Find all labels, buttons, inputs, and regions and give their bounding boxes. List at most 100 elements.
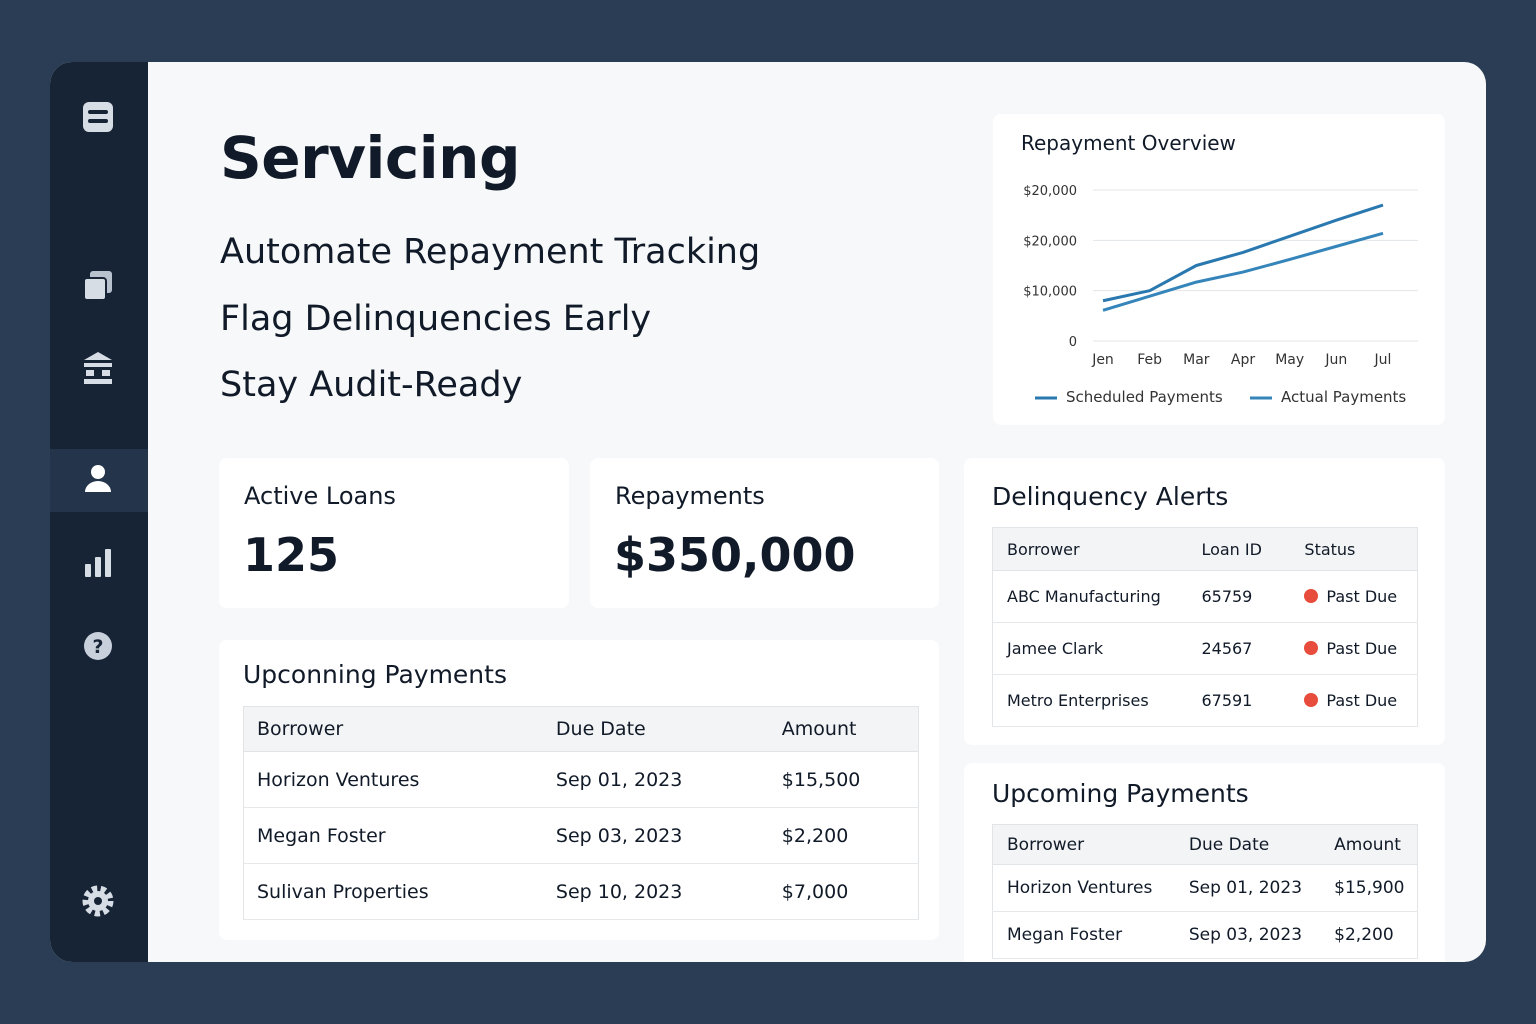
app-window: ? Servicing Automate Repayment Tracking … (50, 62, 1486, 962)
column-header: Due Date (1174, 824, 1321, 865)
table-cell: Sulivan Properties (243, 863, 543, 920)
y-tick-label: $10,000 (1023, 285, 1077, 300)
card-title: Upcoming Payments (992, 779, 1249, 808)
cell-text: Sulivan Properties (257, 880, 429, 903)
delinquency-table: Borrower Loan ID Status ABC Manufacturing 65… (992, 527, 1418, 727)
profile-icon[interactable] (85, 465, 111, 492)
line-series (1102, 203, 1384, 303)
table-cell: Sep 01, 2023 (1174, 864, 1321, 912)
x-tick-label: Jul (1374, 352, 1392, 368)
menu-icon[interactable] (83, 102, 113, 132)
delinquency-card: Delinquency Alerts Borrower Loan ID Status… (964, 458, 1445, 745)
cell-text: Sep 01, 2023 (555, 768, 683, 791)
cell-text: 67591 (1201, 691, 1253, 710)
x-tick-label: Mar (1183, 352, 1210, 368)
cell-text: Horizon Ventures (257, 768, 420, 791)
stat-card: Active Loans 125 (219, 458, 569, 608)
x-tick-label: Feb (1137, 352, 1162, 368)
header-row: Borrower Loan ID Status (992, 527, 1418, 571)
table-cell: 65759 (1187, 570, 1275, 623)
chart-card (993, 114, 1445, 425)
table-cell: 24567 (1187, 622, 1275, 675)
table-cell: Megan Foster (243, 807, 543, 864)
cell-text: Sep 03, 2023 (1188, 925, 1303, 945)
x-tick-label: Jen (1091, 352, 1114, 368)
column-header: Status (1274, 527, 1418, 571)
y-tick-label: $20,000 (1023, 184, 1077, 199)
feature: Automate Repayment Tracking (220, 232, 761, 272)
cell-text: Past Due (1326, 587, 1398, 606)
sidebar: ? (50, 62, 148, 962)
status-dot (1304, 589, 1319, 603)
table-cell: $7,000 (768, 863, 919, 920)
table-row: Horizon Ventures Sep 01, 2023 $15,900 (992, 864, 1418, 912)
legend-label: Scheduled Payments (1066, 388, 1223, 406)
cell-text: Sep 01, 2023 (1188, 878, 1303, 898)
cell-text: $2,200 (1334, 925, 1394, 945)
svg-text:?: ? (92, 636, 103, 658)
feature: Stay Audit-Ready (220, 365, 523, 405)
cell-text: $2,200 (781, 824, 849, 847)
sidebar-icons: ? (50, 102, 148, 917)
table-cell: Sep 03, 2023 (542, 807, 769, 864)
line-series (1102, 231, 1384, 312)
table-cell: Past Due (1274, 622, 1418, 675)
stat-card: Repayments $350,000 (590, 458, 939, 608)
feature: Flag Delinquencies Early (220, 299, 652, 339)
table-row: Sulivan Properties Sep 10, 2023 $7,000 (243, 863, 919, 920)
column-header: Borrower (992, 824, 1175, 865)
cell-text: Megan Foster (257, 824, 386, 847)
table-cell: Metro Enterprises (992, 674, 1188, 727)
table-row: Metro Enterprises 67591 Past Due (992, 674, 1418, 727)
column-header: Loan ID (1187, 527, 1275, 571)
table-cell: ABC Manufacturing (992, 570, 1188, 623)
x-tick-label: May (1275, 352, 1304, 368)
table-cell: $2,200 (1320, 911, 1418, 959)
column-header: Amount (1320, 824, 1418, 865)
table-row: Megan Foster Sep 03, 2023 $2,200 (992, 911, 1418, 959)
upcoming-side-table: Borrower Due Date Amount Horizon Ventures Se… (992, 824, 1418, 959)
chart-title: Repayment Overview (1021, 131, 1236, 155)
active-nav-highlight (50, 449, 148, 512)
x-tick-label: Jun (1324, 352, 1347, 368)
column-header: Amount (768, 706, 919, 752)
chart: Repayment Overview 0 $10,000 $20,000 $20,00… (1021, 131, 1418, 406)
cell-text: $15,900 (1334, 878, 1405, 898)
table-cell: Sep 10, 2023 (542, 863, 769, 920)
y-tick-label: 0 (1069, 335, 1077, 350)
cell-text: 65759 (1201, 587, 1253, 606)
table-cell: Horizon Ventures (992, 864, 1175, 912)
bank-icon[interactable] (84, 352, 112, 384)
upcoming-side-card: Upcoming Payments Borrower Due Date Amount… (964, 763, 1445, 962)
upcoming-table: Borrower Due Date Amount Horizon Ventures Se… (243, 706, 919, 920)
status-dot (1304, 641, 1319, 655)
header-row: Borrower Due Date Amount (243, 706, 919, 752)
x-tick-label: Apr (1231, 352, 1255, 368)
cell-text: Sep 03, 2023 (555, 824, 683, 847)
stat-value: $350,000 (614, 528, 856, 582)
table-cell: Sep 03, 2023 (1174, 911, 1321, 959)
table-cell: Past Due (1274, 674, 1418, 727)
table-cell: Sep 01, 2023 (542, 751, 769, 808)
cell-text: $7,000 (781, 880, 849, 903)
cell-text: Megan Foster (1007, 925, 1123, 945)
y-tick-label: $20,000 (1023, 234, 1077, 249)
stat-value: 125 (243, 528, 340, 582)
table-cell: Past Due (1274, 570, 1418, 623)
settings-icon[interactable] (82, 885, 114, 917)
table-row: Megan Foster Sep 03, 2023 $2,200 (243, 807, 919, 864)
documents-icon[interactable] (83, 271, 112, 301)
column-header: Borrower (992, 527, 1188, 571)
table-row: ABC Manufacturing 65759 Past Due (992, 570, 1418, 623)
upcoming-card: Upconning Payments Borrower Due Date Amoun… (219, 640, 939, 940)
reports-icon[interactable] (85, 549, 111, 577)
page-title: Servicing (220, 124, 520, 192)
table-row: Jamee Clark 24567 Past Due (992, 622, 1418, 675)
table-cell: $15,900 (1320, 864, 1418, 912)
table-cell: $2,200 (768, 807, 919, 864)
help-icon[interactable]: ? (84, 632, 112, 660)
table-row: Horizon Ventures Sep 01, 2023 $15,500 (243, 751, 919, 808)
cell-text: ABC Manufacturing (1007, 587, 1161, 606)
table-cell: Jamee Clark (992, 622, 1188, 675)
